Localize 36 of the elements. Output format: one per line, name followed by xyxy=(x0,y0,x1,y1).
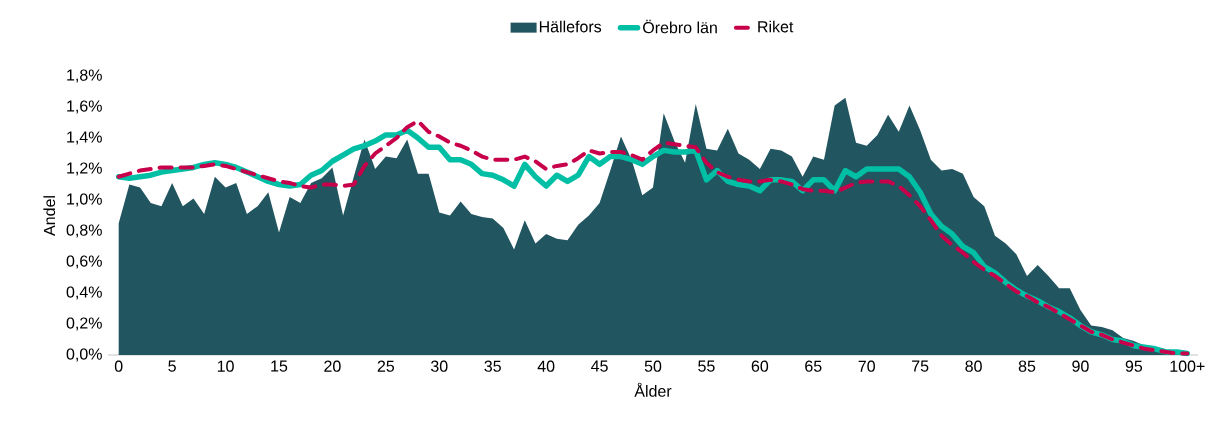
x-axis-title: Ålder xyxy=(634,382,672,397)
y-tick-label: 0,2% xyxy=(66,317,102,331)
x-tick-label: 100+ xyxy=(1170,360,1205,372)
x-tick-label: 90 xyxy=(1072,360,1089,372)
y-tick-label: 1,8% xyxy=(67,69,102,83)
x-tick-label: 70 xyxy=(858,360,875,372)
y-tick-label: 1,2% xyxy=(67,162,102,176)
x-tick-label: 25 xyxy=(377,360,395,372)
x-tick-label: 85 xyxy=(1018,360,1036,372)
x-tick-label: 80 xyxy=(965,360,982,372)
x-tick-label: 95 xyxy=(1125,360,1143,372)
x-tick-label: 45 xyxy=(591,360,608,372)
x-tick-label: 20 xyxy=(324,360,341,372)
x-tick-label: 65 xyxy=(805,360,822,372)
legend-label: Hällefors xyxy=(539,20,602,33)
y-tick-label: 1,4% xyxy=(67,131,102,145)
x-tick-label: 10 xyxy=(217,360,234,372)
y-tick-label: 0,8% xyxy=(66,224,102,238)
y-tick-label: 0,0% xyxy=(66,348,102,362)
legend-label: Riket xyxy=(758,20,794,33)
x-tick-label: 5 xyxy=(168,360,176,372)
x-tick-label: 50 xyxy=(644,360,662,372)
x-tick-label: 55 xyxy=(698,360,715,372)
x-tick-label: 60 xyxy=(751,360,769,372)
y-axis-title: Andel xyxy=(43,196,56,236)
y-tick-label: 0,6% xyxy=(66,255,102,269)
x-tick-label: 30 xyxy=(430,360,448,372)
legend-label: Örebro län xyxy=(643,19,717,34)
x-tick-label: 75 xyxy=(912,360,929,372)
x-tick-label: 35 xyxy=(484,360,501,372)
y-tick-label: 1,6% xyxy=(67,100,102,114)
x-tick-label: 15 xyxy=(271,360,288,372)
y-tick-label: 1,0% xyxy=(67,193,102,207)
x-tick-label: 0 xyxy=(114,360,123,372)
x-tick-label: 40 xyxy=(537,360,555,372)
y-tick-label: 0,4% xyxy=(66,286,102,300)
